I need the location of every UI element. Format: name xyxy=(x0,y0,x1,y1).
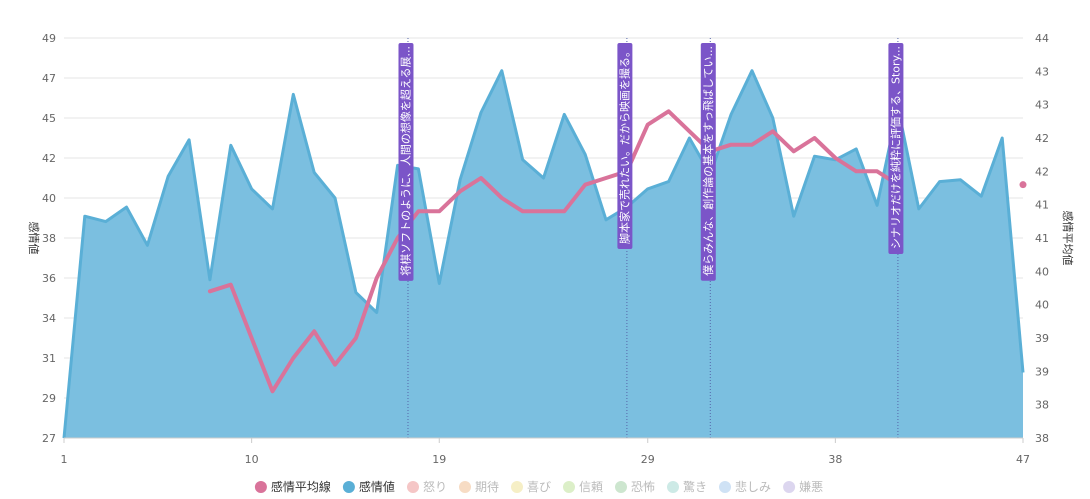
legend-item[interactable]: 嫌悪 xyxy=(783,480,823,494)
legend-swatch xyxy=(667,481,679,493)
series-area-outline xyxy=(62,69,1025,439)
y-left-tick-label: 31 xyxy=(42,352,56,365)
y-left-tick-label: 36 xyxy=(42,272,56,285)
annotation-text: 僕らみんな、創作論の基本をすっ飛ばしてい... xyxy=(701,46,715,276)
legend-swatch xyxy=(511,481,523,493)
legend-label: 驚き xyxy=(683,479,707,494)
legend-item[interactable]: 感情値 xyxy=(342,479,395,494)
legend-item[interactable]: 喜び xyxy=(511,480,551,494)
y-right-tick-label: 43 xyxy=(1035,99,1049,112)
x-tick-label: 10 xyxy=(245,453,259,466)
annotation-background xyxy=(700,43,716,281)
x-tick-label: 29 xyxy=(641,453,655,466)
y-right-tick-label: 42 xyxy=(1035,132,1049,145)
x-tick-label: 1 xyxy=(61,453,68,466)
y-left-tick-label: 47 xyxy=(42,72,56,85)
legend-swatch xyxy=(615,481,627,493)
x-tick-label: 19 xyxy=(432,453,446,466)
legend-item[interactable]: 恐怖 xyxy=(615,479,655,494)
legend-item[interactable]: 信頼 xyxy=(563,480,603,494)
y-right-tick-label: 41 xyxy=(1035,199,1049,212)
legend-label: 感情値 xyxy=(359,479,395,494)
legend-label: 喜び xyxy=(527,480,551,494)
y-left-tick-label: 27 xyxy=(42,432,56,445)
y-right-tick-label: 44 xyxy=(1035,32,1049,45)
line-layer xyxy=(210,111,1027,391)
annotation-label[interactable]: 脚本家で売れたい。だから映画を撮る。 xyxy=(617,43,633,249)
annotation-text: 将棋ソフトのように、人間の想像を超える展... xyxy=(398,46,412,276)
annotation-background xyxy=(617,43,633,249)
y-left-tick-label: 40 xyxy=(42,192,56,205)
y-left-tick-label: 45 xyxy=(42,112,56,125)
x-tick-label: 38 xyxy=(828,453,842,466)
y-left-axis-title: 感情値 xyxy=(27,222,40,255)
legend-swatch xyxy=(563,481,575,493)
legend-item[interactable]: 期待 xyxy=(459,480,499,494)
y-left-tick-label: 42 xyxy=(42,152,56,165)
axis-layer: 27 29 31 34 36 38 40 42 45 47 49 38 38 39 39 40 40 41 41 42… xyxy=(27,32,1074,466)
legend-label: 悲しみ xyxy=(735,479,771,494)
y-right-tick-label: 38 xyxy=(1035,432,1049,445)
legend-label: 嫌悪 xyxy=(799,480,823,494)
legend-swatch xyxy=(254,481,267,493)
y-right-tick-label: 40 xyxy=(1035,265,1049,278)
y-right-tick-label: 38 xyxy=(1035,399,1049,412)
legend-item[interactable]: 怒り xyxy=(407,479,447,494)
y-right-tick-label: 42 xyxy=(1035,165,1049,178)
series-line-point xyxy=(1019,181,1027,189)
legend-item[interactable]: 感情平均線 xyxy=(254,479,331,494)
legend-swatch xyxy=(783,481,796,493)
legend[interactable]: 感情平均線 感情値 怒り 期待 喜び 信頼 恐怖 驚き 悲しみ 嫌悪 xyxy=(254,479,823,494)
series-area-kanjouchi xyxy=(64,70,1023,438)
x-tick-label: 47 xyxy=(1016,453,1030,466)
area-layer xyxy=(62,69,1025,439)
y-right-tick-label: 39 xyxy=(1035,365,1049,378)
legend-swatch xyxy=(342,481,355,493)
annotation-label[interactable]: 将棋ソフトのように、人間の想像を超える展... xyxy=(398,43,414,281)
annotation-label[interactable]: シナリオだけを純粋に評価する、Story... xyxy=(888,43,904,254)
y-left-tick-label: 38 xyxy=(42,232,56,245)
y-right-tick-label: 43 xyxy=(1035,65,1049,78)
legend-label: 恐怖 xyxy=(631,479,655,494)
annotation-layer: 将棋ソフトのように、人間の想像を超える展... 脚本家で売れたい。だから映画を撮る… xyxy=(398,38,904,438)
legend-label: 信頼 xyxy=(579,480,603,494)
annotation-background xyxy=(888,43,904,254)
legend-label: 期待 xyxy=(475,480,499,494)
y-left-tick-label: 29 xyxy=(42,392,56,405)
y-right-axis-title: 感情平均値 xyxy=(1061,211,1074,266)
y-right-tick-label: 39 xyxy=(1035,332,1049,345)
legend-item[interactable]: 驚き xyxy=(667,479,707,494)
annotation-text: 脚本家で売れたい。だから映画を撮る。 xyxy=(617,46,631,244)
y-left-tick-label: 49 xyxy=(42,32,56,45)
legend-swatch xyxy=(719,481,731,493)
annotation-text: シナリオだけを純粋に評価する、Story... xyxy=(888,46,902,249)
y-right-tick-label: 41 xyxy=(1035,232,1049,245)
legend-label: 感情平均線 xyxy=(271,479,331,494)
legend-swatch xyxy=(459,481,471,493)
annotation-label[interactable]: 僕らみんな、創作論の基本をすっ飛ばしてい... xyxy=(700,43,716,281)
legend-swatch xyxy=(407,481,419,493)
y-right-tick-label: 40 xyxy=(1035,299,1049,312)
y-left-tick-label: 34 xyxy=(42,312,56,325)
legend-label: 怒り xyxy=(423,479,447,494)
annotation-background xyxy=(398,43,414,281)
legend-item[interactable]: 悲しみ xyxy=(719,479,771,494)
